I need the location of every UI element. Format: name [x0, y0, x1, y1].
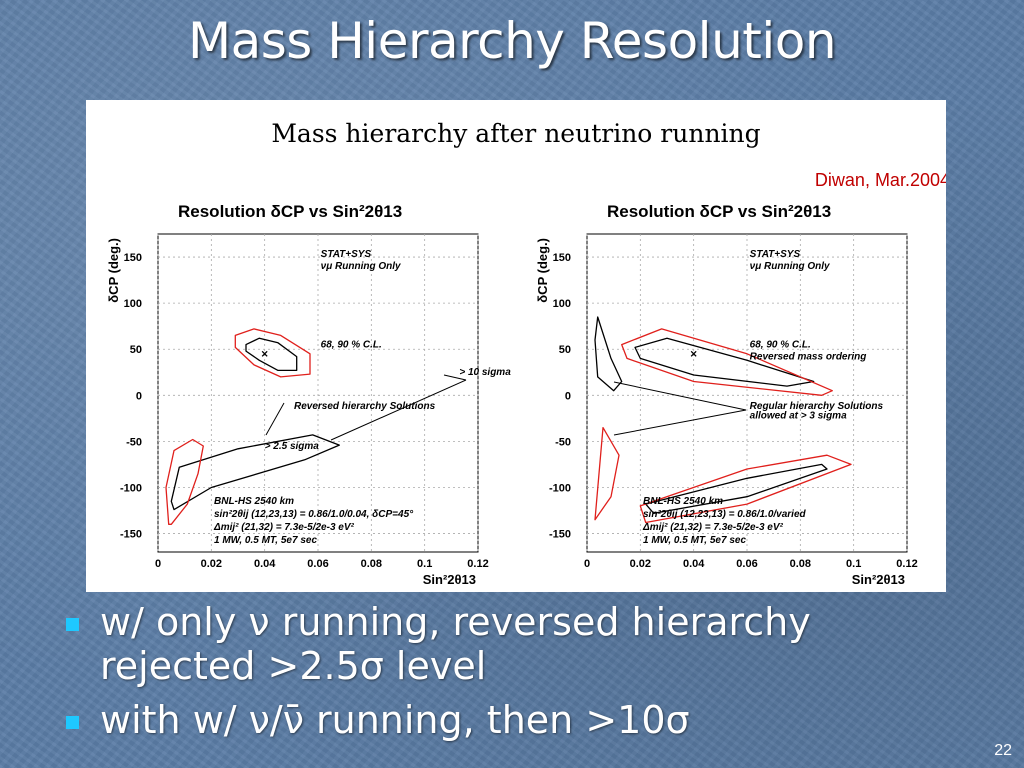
annotation-arrow — [443, 374, 467, 381]
x-tick-label: 0 — [584, 558, 590, 570]
contour-line — [234, 328, 311, 378]
contour-line — [165, 438, 204, 525]
y-tick-label: -100 — [120, 482, 142, 494]
annotation-arrow — [613, 409, 747, 436]
annotation-text: > 10 sigma — [459, 367, 511, 378]
contour-line — [621, 328, 833, 396]
contour-line — [594, 426, 620, 521]
y-tick-label: 100 — [553, 298, 571, 310]
contour-line — [594, 316, 623, 392]
annotation-text: sin²2θij (12,23,13) = 0.86/1.0/varied — [643, 509, 807, 520]
bullet-list: w/ only ν running, reversed hierarchy re… — [66, 600, 966, 752]
y-tick-label: 150 — [553, 252, 571, 264]
bullet-item: with w/ ν/ν̄ running, then >10σ — [66, 698, 966, 742]
figure-panel: Mass hierarchy after neutrino running Di… — [86, 100, 946, 592]
annotation-text: Reversed mass ordering — [750, 351, 867, 362]
x-tick-label: 0.08 — [361, 558, 382, 570]
y-axis-label: δCP (deg.) — [106, 238, 121, 303]
x-tick-label: 0.1 — [846, 558, 861, 570]
annotation-text: Reversed hierarchy Solutions — [294, 401, 436, 412]
contour-line — [634, 337, 815, 387]
x-tick-label: 0.06 — [307, 558, 328, 570]
annotation-text: Δmij² (21,32) = 7.3e-5/2e-3 eV² — [642, 522, 784, 533]
plot-left: Resolution δCP vs Sin²2θ13 0 0.02 0.04 0.06 0… — [106, 202, 511, 587]
y-tick-label: -150 — [120, 529, 142, 541]
bullet-text-line1: w/ only ν running, reversed hierarchy — [100, 600, 811, 644]
x-axis-label: Sin²2θ13 — [423, 572, 476, 587]
annotation-text: sin²2θij (12,23,13) = 0.86/1.0/0.04, δCP… — [214, 509, 414, 520]
bullet-marker-icon — [66, 716, 79, 729]
x-tick-label: 0.08 — [790, 558, 811, 570]
annotation-text: 1 MW, 0.5 MT, 5e7 sec — [214, 535, 317, 546]
y-axis-label: δCP (deg.) — [535, 238, 550, 303]
x-tick-label: 0.12 — [896, 558, 917, 570]
plot-right: Resolution δCP vs Sin²2θ13 0 0.02 0.04 0.06 0… — [535, 202, 918, 587]
best-fit-marker — [261, 350, 268, 357]
y-tick-label: 0 — [136, 390, 142, 402]
annotation-text: BNL-HS 2540 km — [214, 496, 294, 507]
annotation-text: STAT+SYS — [750, 249, 801, 260]
y-tick-label: 100 — [124, 298, 142, 310]
figure-svg: Mass hierarchy after neutrino running Di… — [106, 119, 946, 587]
x-tick-label: 0.1 — [417, 558, 432, 570]
contour-line — [645, 463, 828, 514]
y-tick-label: -150 — [549, 529, 571, 541]
figure-title: Mass hierarchy after neutrino running — [271, 119, 760, 148]
y-tick-label: 50 — [559, 344, 571, 356]
bullet-text-line2: rejected >2.5σ level — [100, 644, 487, 688]
y-tick-label: -50 — [555, 436, 571, 448]
annotation-text: > 2.5 sigma — [265, 441, 320, 452]
annotation-text: 1 MW, 0.5 MT, 5e7 sec — [643, 535, 746, 546]
chart-title: Resolution δCP vs Sin²2θ13 — [178, 202, 402, 221]
bullet-text-line1: with w/ ν/ν̄ running, then >10σ — [100, 698, 690, 742]
figure-credit: Diwan, Mar.2004 — [815, 170, 946, 190]
annotation-text: BNL-HS 2540 km — [643, 496, 723, 507]
page-number: 22 — [994, 742, 1012, 759]
bullet-marker-icon — [66, 618, 79, 631]
annotation-text: Δmij² (21,32) = 7.3e-5/2e-3 eV² — [213, 522, 355, 533]
y-tick-label: 0 — [565, 390, 571, 402]
annotation-text: νμ Running Only — [750, 261, 830, 272]
annotation-text: 68, 90 % C.L. — [750, 339, 811, 350]
bullet-item: w/ only ν running, reversed hierarchy re… — [66, 600, 966, 688]
chart-title: Resolution δCP vs Sin²2θ13 — [607, 202, 831, 221]
x-tick-label: 0.12 — [467, 558, 488, 570]
annotation-arrow — [613, 381, 747, 411]
x-tick-label: 0.06 — [736, 558, 757, 570]
annotation-text: νμ Running Only — [321, 261, 401, 272]
x-tick-label: 0.02 — [630, 558, 651, 570]
annotation-text: allowed at > 3 sigma — [750, 410, 847, 421]
annotation-text: Regular hierarchy Solutions — [750, 401, 884, 412]
y-tick-label: 50 — [130, 344, 142, 356]
x-tick-label: 0.04 — [683, 558, 705, 570]
y-tick-label: 150 — [124, 252, 142, 264]
x-tick-label: 0.04 — [254, 558, 276, 570]
best-fit-marker — [690, 350, 697, 357]
contour-line — [245, 337, 298, 372]
contour-line — [170, 434, 340, 511]
x-axis-label: Sin²2θ13 — [852, 572, 905, 587]
contour-line — [639, 454, 852, 524]
x-tick-label: 0 — [155, 558, 161, 570]
y-tick-label: -50 — [126, 436, 142, 448]
annotation-text: STAT+SYS — [321, 249, 372, 260]
annotation-text: 68, 90 % C.L. — [321, 339, 382, 350]
slide-title: Mass Hierarchy Resolution — [187, 12, 837, 70]
annotation-arrow — [265, 402, 285, 436]
x-tick-label: 0.02 — [201, 558, 222, 570]
annotation-arrow — [330, 379, 467, 441]
y-tick-label: -100 — [549, 482, 571, 494]
